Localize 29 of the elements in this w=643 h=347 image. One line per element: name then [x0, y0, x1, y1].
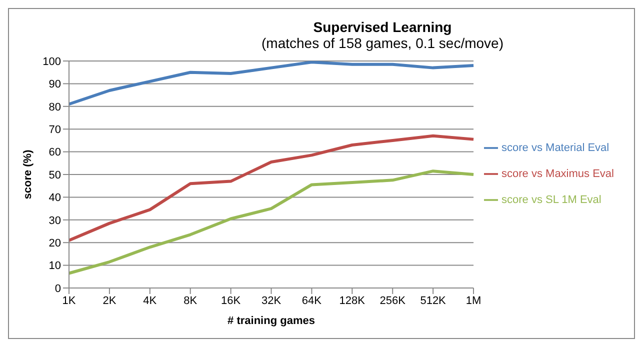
chart-title: Supervised Learning — [312, 19, 453, 35]
legend-label: score vs SL 1M Eval — [502, 194, 602, 206]
x-tick-label: 32K — [261, 294, 282, 307]
y-tick-label: 30 — [48, 214, 61, 227]
legend-label: score vs Maximus Eval — [502, 168, 614, 180]
y-tick-label: 20 — [48, 238, 61, 250]
x-axis-title: # training games — [228, 315, 315, 327]
x-tick-label: 2K — [102, 294, 117, 307]
x-tick-label: 1K — [62, 294, 76, 307]
y-tick-label: 60 — [48, 146, 61, 159]
y-tick-label: 40 — [48, 192, 61, 204]
y-tick-label: 10 — [48, 260, 61, 272]
y-tick-label: 0 — [54, 282, 61, 295]
y-tick-label: 100 — [42, 56, 61, 68]
x-tick-label: 16K — [221, 294, 242, 307]
x-tick-label: 8K — [184, 294, 198, 307]
y-tick-label: 90 — [48, 78, 61, 91]
y-tick-label: 80 — [48, 101, 61, 114]
x-tick-label: 256K — [380, 294, 406, 307]
legend-label: score vs Material Eval — [502, 142, 610, 154]
y-axis-title: score (%) — [22, 149, 34, 200]
x-tick-label: 4K — [143, 294, 158, 307]
x-tick-label: 128K — [339, 294, 366, 307]
x-tick-label: 64K — [302, 294, 322, 307]
x-tick-label: 1M — [466, 294, 482, 307]
y-tick-label: 50 — [48, 169, 61, 182]
x-tick-label: 512K — [420, 294, 447, 307]
chart-subtitle: (matches of 158 games, 0.1 sec/move) — [260, 35, 504, 51]
y-tick-label: 70 — [48, 124, 61, 136]
